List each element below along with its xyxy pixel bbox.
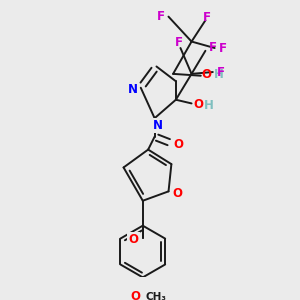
Text: N: N [152, 119, 162, 132]
Text: O: O [201, 68, 211, 81]
Text: O: O [193, 98, 203, 111]
Text: CH₃: CH₃ [145, 292, 166, 300]
Text: O: O [174, 138, 184, 151]
Text: O: O [130, 290, 140, 300]
Text: N: N [128, 83, 137, 96]
Text: F: F [219, 41, 227, 55]
Text: F: F [203, 11, 211, 24]
Text: H: H [213, 68, 223, 81]
Text: H: H [204, 99, 214, 112]
Text: F: F [209, 40, 217, 54]
Text: O: O [128, 233, 139, 246]
Text: F: F [175, 36, 183, 49]
Text: F: F [157, 10, 165, 23]
Text: F: F [217, 67, 225, 80]
Text: O: O [173, 187, 183, 200]
